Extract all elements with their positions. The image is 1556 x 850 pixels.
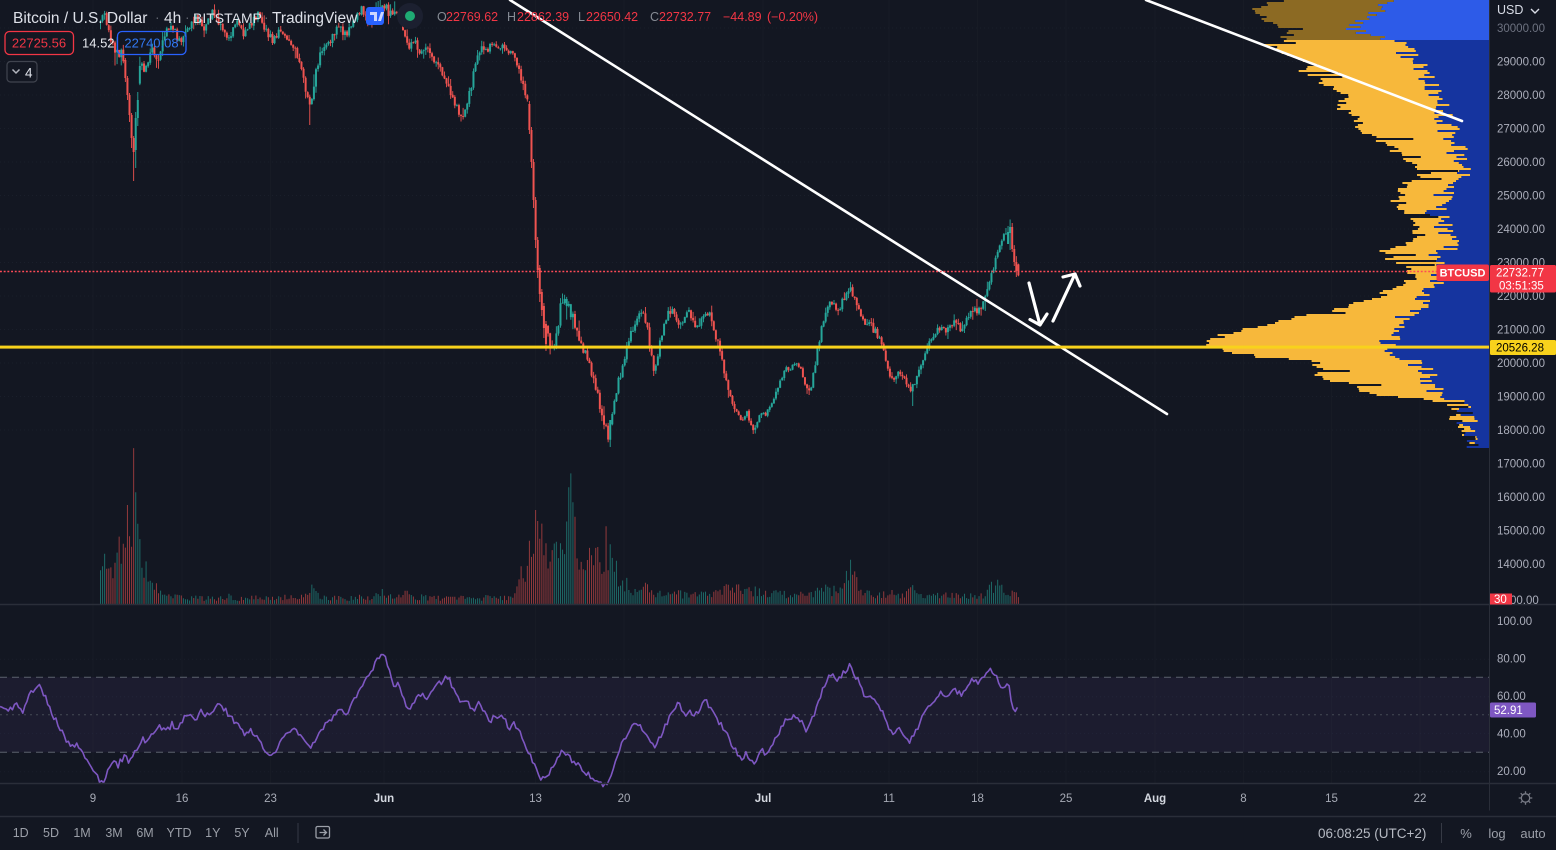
- svg-text:25: 25: [1060, 793, 1073, 805]
- svg-text:Bitcoin / U.S. Dollar: Bitcoin / U.S. Dollar: [13, 10, 147, 27]
- svg-text:·: ·: [185, 9, 190, 25]
- svg-text:22725.56: 22725.56: [12, 36, 66, 51]
- svg-text:(−0.20%): (−0.20%): [767, 10, 818, 24]
- svg-text:%: %: [1460, 826, 1472, 841]
- svg-text:03:51:35: 03:51:35: [1499, 281, 1544, 293]
- svg-text:28000.00: 28000.00: [1497, 90, 1545, 102]
- svg-text:·: ·: [264, 9, 269, 25]
- svg-text:14000.00: 14000.00: [1497, 559, 1545, 571]
- svg-text:13: 13: [529, 793, 542, 805]
- svg-text:06:08:25 (UTC+2): 06:08:25 (UTC+2): [1318, 826, 1426, 841]
- svg-text:80.00: 80.00: [1497, 654, 1526, 666]
- svg-text:11: 11: [883, 793, 895, 805]
- svg-text:30: 30: [1494, 594, 1507, 606]
- svg-text:23: 23: [264, 793, 277, 805]
- svg-text:40.00: 40.00: [1497, 729, 1526, 741]
- svg-text:TradingView: TradingView: [272, 10, 358, 27]
- svg-text:60.00: 60.00: [1497, 691, 1526, 703]
- svg-text:22740.08: 22740.08: [124, 36, 178, 51]
- svg-text:25000.00: 25000.00: [1497, 191, 1545, 203]
- svg-text:C: C: [650, 10, 659, 24]
- svg-text:1D: 1D: [13, 826, 29, 840]
- svg-text:4h: 4h: [164, 10, 181, 27]
- svg-text:24000.00: 24000.00: [1497, 224, 1545, 236]
- svg-text:52.91: 52.91: [1494, 705, 1523, 717]
- svg-text:O: O: [437, 10, 447, 24]
- svg-text:26000.00: 26000.00: [1497, 157, 1545, 169]
- svg-text:auto: auto: [1520, 826, 1545, 841]
- svg-text:20: 20: [618, 793, 631, 805]
- svg-text:9: 9: [90, 793, 96, 805]
- svg-text:BITSTAMP: BITSTAMP: [193, 10, 262, 26]
- svg-text:22: 22: [1414, 793, 1427, 805]
- svg-text:USD: USD: [1497, 3, 1523, 17]
- svg-text:H: H: [507, 10, 516, 24]
- svg-text:00.00: 00.00: [1510, 595, 1539, 607]
- svg-text:6M: 6M: [136, 826, 153, 840]
- svg-text:16: 16: [176, 793, 189, 805]
- svg-text:100.00: 100.00: [1497, 616, 1532, 628]
- svg-text:21000.00: 21000.00: [1497, 325, 1545, 337]
- svg-text:22732.77: 22732.77: [659, 10, 711, 24]
- svg-text:5Y: 5Y: [234, 826, 250, 840]
- svg-text:15: 15: [1325, 793, 1338, 805]
- svg-text:20000.00: 20000.00: [1497, 358, 1545, 370]
- svg-text:18000.00: 18000.00: [1497, 425, 1545, 437]
- svg-text:22000.00: 22000.00: [1497, 291, 1545, 303]
- svg-text:Jul: Jul: [755, 793, 772, 805]
- svg-text:18: 18: [971, 793, 984, 805]
- svg-text:−44.89: −44.89: [723, 10, 762, 24]
- svg-text:14.52: 14.52: [82, 36, 115, 51]
- svg-text:8: 8: [1240, 793, 1246, 805]
- svg-text:20526.28: 20526.28: [1496, 343, 1544, 355]
- svg-text:15000.00: 15000.00: [1497, 526, 1545, 538]
- svg-text:YTD: YTD: [167, 826, 192, 840]
- svg-text:All: All: [265, 826, 279, 840]
- svg-text:16000.00: 16000.00: [1497, 492, 1545, 504]
- svg-text:log: log: [1488, 826, 1505, 841]
- svg-text:30000.00: 30000.00: [1497, 23, 1545, 35]
- svg-text:22732.77: 22732.77: [1496, 268, 1544, 280]
- svg-text:27000.00: 27000.00: [1497, 124, 1545, 136]
- svg-text:4: 4: [25, 66, 33, 81]
- svg-text:22650.42: 22650.42: [586, 10, 638, 24]
- svg-text:5D: 5D: [43, 826, 59, 840]
- svg-text:20.00: 20.00: [1497, 766, 1526, 778]
- svg-text:22862.39: 22862.39: [517, 10, 569, 24]
- svg-text:Aug: Aug: [1144, 793, 1166, 805]
- svg-text:29000.00: 29000.00: [1497, 57, 1545, 69]
- svg-text:3M: 3M: [105, 826, 122, 840]
- svg-text:1M: 1M: [73, 826, 90, 840]
- svg-text:Jun: Jun: [374, 793, 394, 805]
- svg-text:1Y: 1Y: [205, 826, 221, 840]
- svg-text:19000.00: 19000.00: [1497, 392, 1545, 404]
- svg-text:22769.62: 22769.62: [446, 10, 498, 24]
- svg-text:·: ·: [155, 9, 160, 25]
- svg-text:17000.00: 17000.00: [1497, 459, 1545, 471]
- svg-text:BTCUSD: BTCUSD: [1440, 268, 1486, 280]
- svg-text:L: L: [578, 10, 585, 24]
